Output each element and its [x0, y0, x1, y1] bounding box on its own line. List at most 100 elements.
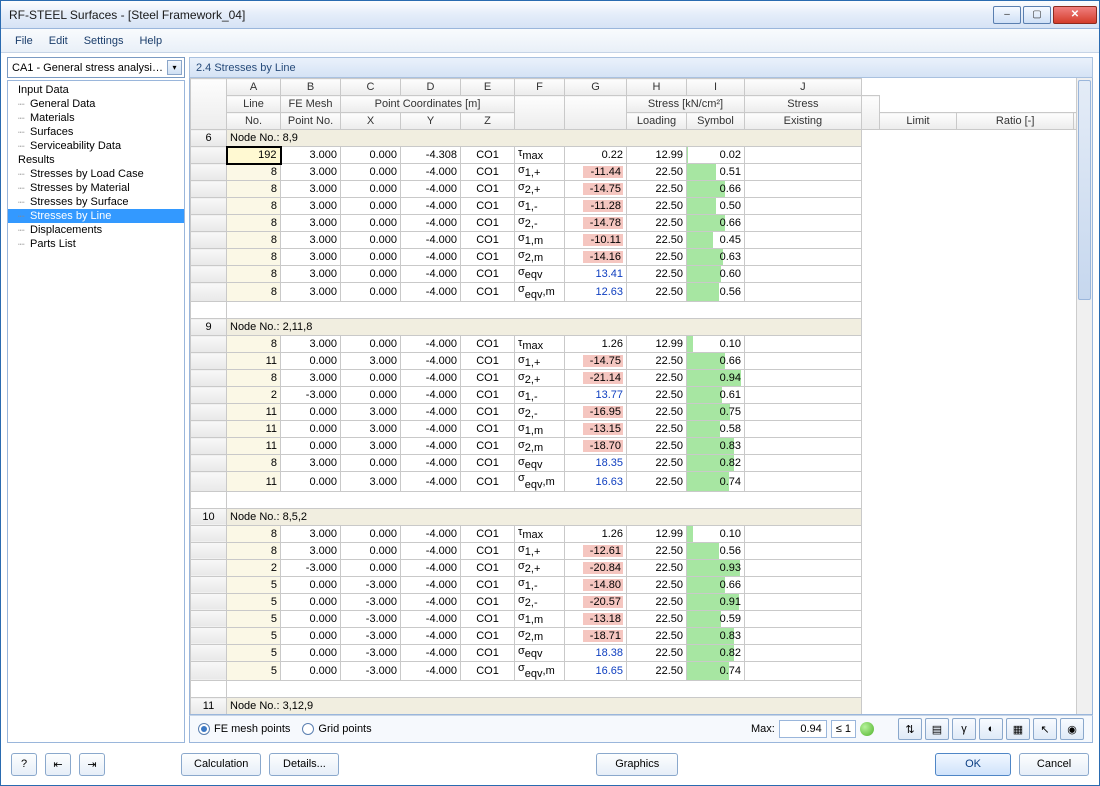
cell-existing[interactable]: -14.75	[565, 181, 627, 198]
cell-ratio[interactable]: 0.75	[687, 404, 745, 421]
cell-x[interactable]: -3.000	[281, 387, 341, 404]
cell-symbol[interactable]: σeqv	[515, 266, 565, 283]
cell-symbol[interactable]: σeqv,m	[515, 472, 565, 491]
cell-loading[interactable]: CO1	[461, 593, 515, 610]
tree-surfaces[interactable]: Surfaces	[8, 125, 184, 139]
cell-loading[interactable]: CO1	[461, 215, 515, 232]
cell-empty[interactable]	[745, 438, 862, 455]
table-row[interactable]: 83.0000.000-4.000CO1σ2,--14.7822.500.66	[191, 215, 1092, 232]
cell-z[interactable]: -4.000	[401, 283, 461, 302]
cell-existing[interactable]: -11.44	[565, 164, 627, 181]
cell-ratio[interactable]: 0.56	[687, 542, 745, 559]
cell-empty[interactable]	[745, 421, 862, 438]
cell-z[interactable]: -4.308	[401, 147, 461, 164]
cell-z[interactable]: -4.000	[401, 610, 461, 627]
cell-point-no[interactable]: 8	[227, 525, 281, 542]
cell-ratio[interactable]: 0.45	[687, 232, 745, 249]
pick-button[interactable]: ↖	[1033, 718, 1057, 740]
cell-limit[interactable]: 22.50	[627, 472, 687, 491]
cell-empty[interactable]	[745, 232, 862, 249]
cell-symbol[interactable]: σeqv	[515, 455, 565, 472]
cell-limit[interactable]: 22.50	[627, 438, 687, 455]
table-row[interactable]: 110.0003.000-4.000CO1σeqv,m16.6322.500.7…	[191, 472, 1092, 491]
cell-z[interactable]: -4.000	[401, 387, 461, 404]
cell-point-no[interactable]: 11	[227, 404, 281, 421]
table-row[interactable]: 83.0000.000-4.000CO1σ1,m-10.1122.500.45	[191, 232, 1092, 249]
cell-y[interactable]: 0.000	[341, 525, 401, 542]
cell-loading[interactable]: CO1	[461, 198, 515, 215]
cell-z[interactable]: -4.000	[401, 215, 461, 232]
cell-point-no[interactable]: 8	[227, 370, 281, 387]
cell-ratio[interactable]: 0.56	[687, 283, 745, 302]
tree-input-data[interactable]: Input Data	[8, 83, 184, 97]
maximize-button[interactable]: ▢	[1023, 6, 1051, 24]
cell-x[interactable]: 3.000	[281, 455, 341, 472]
cell-point-no[interactable]: 11	[227, 438, 281, 455]
cell-empty[interactable]	[745, 370, 862, 387]
cell-loading[interactable]: CO1	[461, 147, 515, 164]
cell-point-no[interactable]: 5	[227, 644, 281, 661]
cell-point-no[interactable]: 8	[227, 164, 281, 181]
cell-x[interactable]: 0.000	[281, 421, 341, 438]
cell-loading[interactable]: CO1	[461, 438, 515, 455]
cell-x[interactable]: 3.000	[281, 266, 341, 283]
cell-loading[interactable]: CO1	[461, 455, 515, 472]
cell-z[interactable]: -4.000	[401, 181, 461, 198]
cell-limit[interactable]: 22.50	[627, 610, 687, 627]
cell-y[interactable]: 3.000	[341, 421, 401, 438]
cell-z[interactable]: -4.000	[401, 661, 461, 680]
cell-point-no[interactable]: 8	[227, 232, 281, 249]
cell-point-no[interactable]: 11	[227, 421, 281, 438]
cell-y[interactable]: -3.000	[341, 627, 401, 644]
cell-limit[interactable]: 22.50	[627, 164, 687, 181]
cell-y[interactable]: 3.000	[341, 404, 401, 421]
cell-limit[interactable]: 22.50	[627, 353, 687, 370]
table-row[interactable]: 50.000-3.000-4.000CO1σeqv18.3822.500.82	[191, 644, 1092, 661]
table-row[interactable]: 83.0000.000-4.000CO1σ2,+-14.7522.500.66	[191, 181, 1092, 198]
cell-x[interactable]: -3.000	[281, 559, 341, 576]
cell-loading[interactable]: CO1	[461, 353, 515, 370]
tree-stresses-loadcase[interactable]: Stresses by Load Case	[8, 167, 184, 181]
export-button[interactable]: ▦	[1006, 718, 1030, 740]
line-no[interactable]: 9	[191, 319, 227, 336]
cell-loading[interactable]: CO1	[461, 266, 515, 283]
table-row[interactable]: 83.0000.000-4.000CO1σ1,+-11.4422.500.51	[191, 164, 1092, 181]
cell-point-no[interactable]: 8	[227, 542, 281, 559]
cell-loading[interactable]: CO1	[461, 232, 515, 249]
cell-x[interactable]: 3.000	[281, 370, 341, 387]
cell-limit[interactable]: 22.50	[627, 215, 687, 232]
vertical-scrollbar[interactable]	[1076, 78, 1092, 714]
cell-existing[interactable]: -20.57	[565, 593, 627, 610]
table-row[interactable]: 83.0000.000-4.000CO1σ1,+-12.6122.500.56	[191, 542, 1092, 559]
cell-x[interactable]: 3.000	[281, 198, 341, 215]
cell-x[interactable]: 0.000	[281, 644, 341, 661]
cell-symbol[interactable]: σ1,+	[515, 164, 565, 181]
cell-y[interactable]: 0.000	[341, 336, 401, 353]
cell-loading[interactable]: CO1	[461, 387, 515, 404]
cell-empty[interactable]	[745, 353, 862, 370]
help-button[interactable]: ?	[11, 753, 37, 776]
cell-y[interactable]: 3.000	[341, 353, 401, 370]
cell-existing[interactable]: -21.14	[565, 370, 627, 387]
cell-y[interactable]: -3.000	[341, 610, 401, 627]
cell-existing[interactable]: -11.28	[565, 198, 627, 215]
cell-x[interactable]: 0.000	[281, 593, 341, 610]
cell-y[interactable]: 0.000	[341, 249, 401, 266]
cell-empty[interactable]	[745, 455, 862, 472]
cell-existing[interactable]: -14.16	[565, 249, 627, 266]
minimize-button[interactable]: –	[993, 6, 1021, 24]
tree-stresses-surface[interactable]: Stresses by Surface	[8, 195, 184, 209]
cell-point-no[interactable]: 8	[227, 181, 281, 198]
cell-empty[interactable]	[745, 198, 862, 215]
radio-grid-points[interactable]: Grid points	[302, 723, 371, 735]
table-row[interactable]: 83.0000.000-4.000CO1σ2,+-21.1422.500.94	[191, 370, 1092, 387]
cell-z[interactable]: -4.000	[401, 455, 461, 472]
cell-empty[interactable]	[745, 336, 862, 353]
cell-existing[interactable]: 18.35	[565, 455, 627, 472]
cell-ratio[interactable]: 0.59	[687, 610, 745, 627]
cell-z[interactable]: -4.000	[401, 266, 461, 283]
cell-existing[interactable]: -13.18	[565, 610, 627, 627]
table-row[interactable]: 2-3.0000.000-4.000CO1σ1,-13.7722.500.61	[191, 387, 1092, 404]
cell-ratio[interactable]: 0.93	[687, 559, 745, 576]
cell-loading[interactable]: CO1	[461, 627, 515, 644]
